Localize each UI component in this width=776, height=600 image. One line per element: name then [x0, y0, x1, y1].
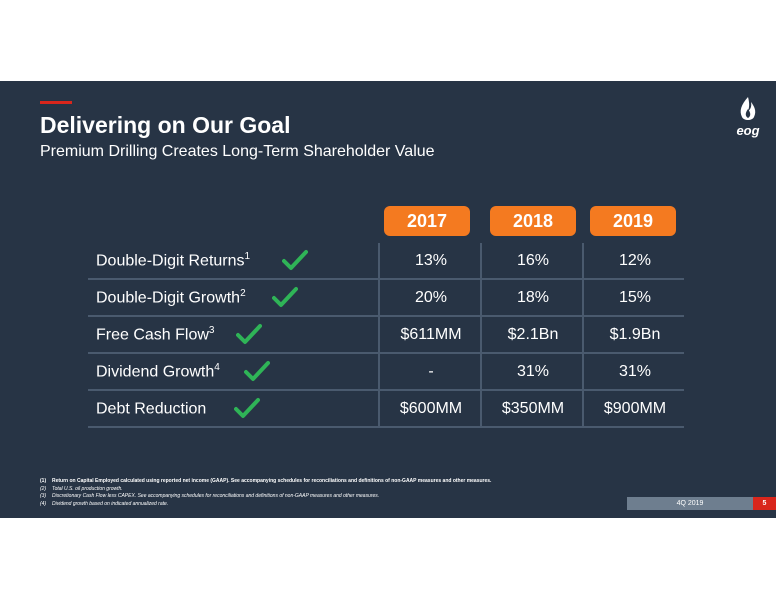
metrics-table: Double-Digit Returns1 13% 16% 12% Double…: [88, 243, 684, 428]
eog-flame-logo-icon: [740, 97, 756, 120]
row-label: Double-Digit Growth2: [96, 288, 246, 307]
table-cell: -: [378, 354, 482, 389]
row-label: Free Cash Flow3: [96, 325, 215, 344]
row-label: Debt Reduction: [96, 400, 207, 418]
page-subtitle: Premium Drilling Creates Long-Term Share…: [40, 143, 435, 160]
row-label: Double-Digit Returns1: [96, 251, 251, 270]
table-cell: 31%: [480, 354, 584, 389]
page-number: 5: [753, 497, 776, 510]
footnote: (2) Total U.S. oil production growth.: [40, 485, 123, 492]
slide: Delivering on Our Goal Premium Drilling …: [0, 81, 776, 518]
check-icon: [244, 361, 270, 381]
check-icon: [234, 398, 260, 418]
check-icon: [282, 250, 308, 270]
year-header-2019: 2019: [590, 206, 676, 236]
table-cell: $350MM: [480, 391, 584, 426]
table-row: Double-Digit Growth2 20% 18% 15%: [88, 280, 684, 317]
table-cell: $900MM: [582, 391, 686, 426]
table-cell: 15%: [582, 280, 686, 315]
table-row: Dividend Growth4 - 31% 31%: [88, 354, 684, 391]
footnote: (3) Discretionary Cash Flow less CAPEX. S…: [40, 493, 380, 500]
footnote: (4) Dividend growth based on indicated an…: [40, 500, 169, 507]
check-icon: [272, 287, 298, 307]
eog-logo: eog: [728, 95, 768, 141]
year-header-2017: 2017: [384, 206, 470, 236]
table-row: Debt Reduction $600MM $350MM $900MM: [88, 391, 684, 428]
table-cell: 18%: [480, 280, 584, 315]
table-cell: 12%: [582, 243, 686, 278]
check-icon: [236, 324, 262, 344]
table-row: Free Cash Flow3 $611MM $2.1Bn $1.9Bn: [88, 317, 684, 354]
table-cell: $600MM: [378, 391, 482, 426]
table-cell: $2.1Bn: [480, 317, 584, 352]
year-header-2018: 2018: [490, 206, 576, 236]
table-cell: 20%: [378, 280, 482, 315]
page-title: Delivering on Our Goal: [40, 112, 291, 138]
table-cell: 13%: [378, 243, 482, 278]
table-cell: 16%: [480, 243, 584, 278]
table-cell: $1.9Bn: [582, 317, 686, 352]
table-cell: $611MM: [378, 317, 482, 352]
logo-text: eog: [736, 123, 760, 138]
table-row: Double-Digit Returns1 13% 16% 12%: [88, 243, 684, 280]
footer-period: 4Q 2019: [627, 497, 753, 510]
row-label: Dividend Growth4: [96, 362, 220, 381]
table-cell: 31%: [582, 354, 686, 389]
footnotes: (1) Return on Capital Employed calculated…: [40, 478, 491, 508]
title-accent-bar: [40, 101, 72, 104]
footnote: (1) Return on Capital Employed calculated…: [40, 478, 492, 484]
